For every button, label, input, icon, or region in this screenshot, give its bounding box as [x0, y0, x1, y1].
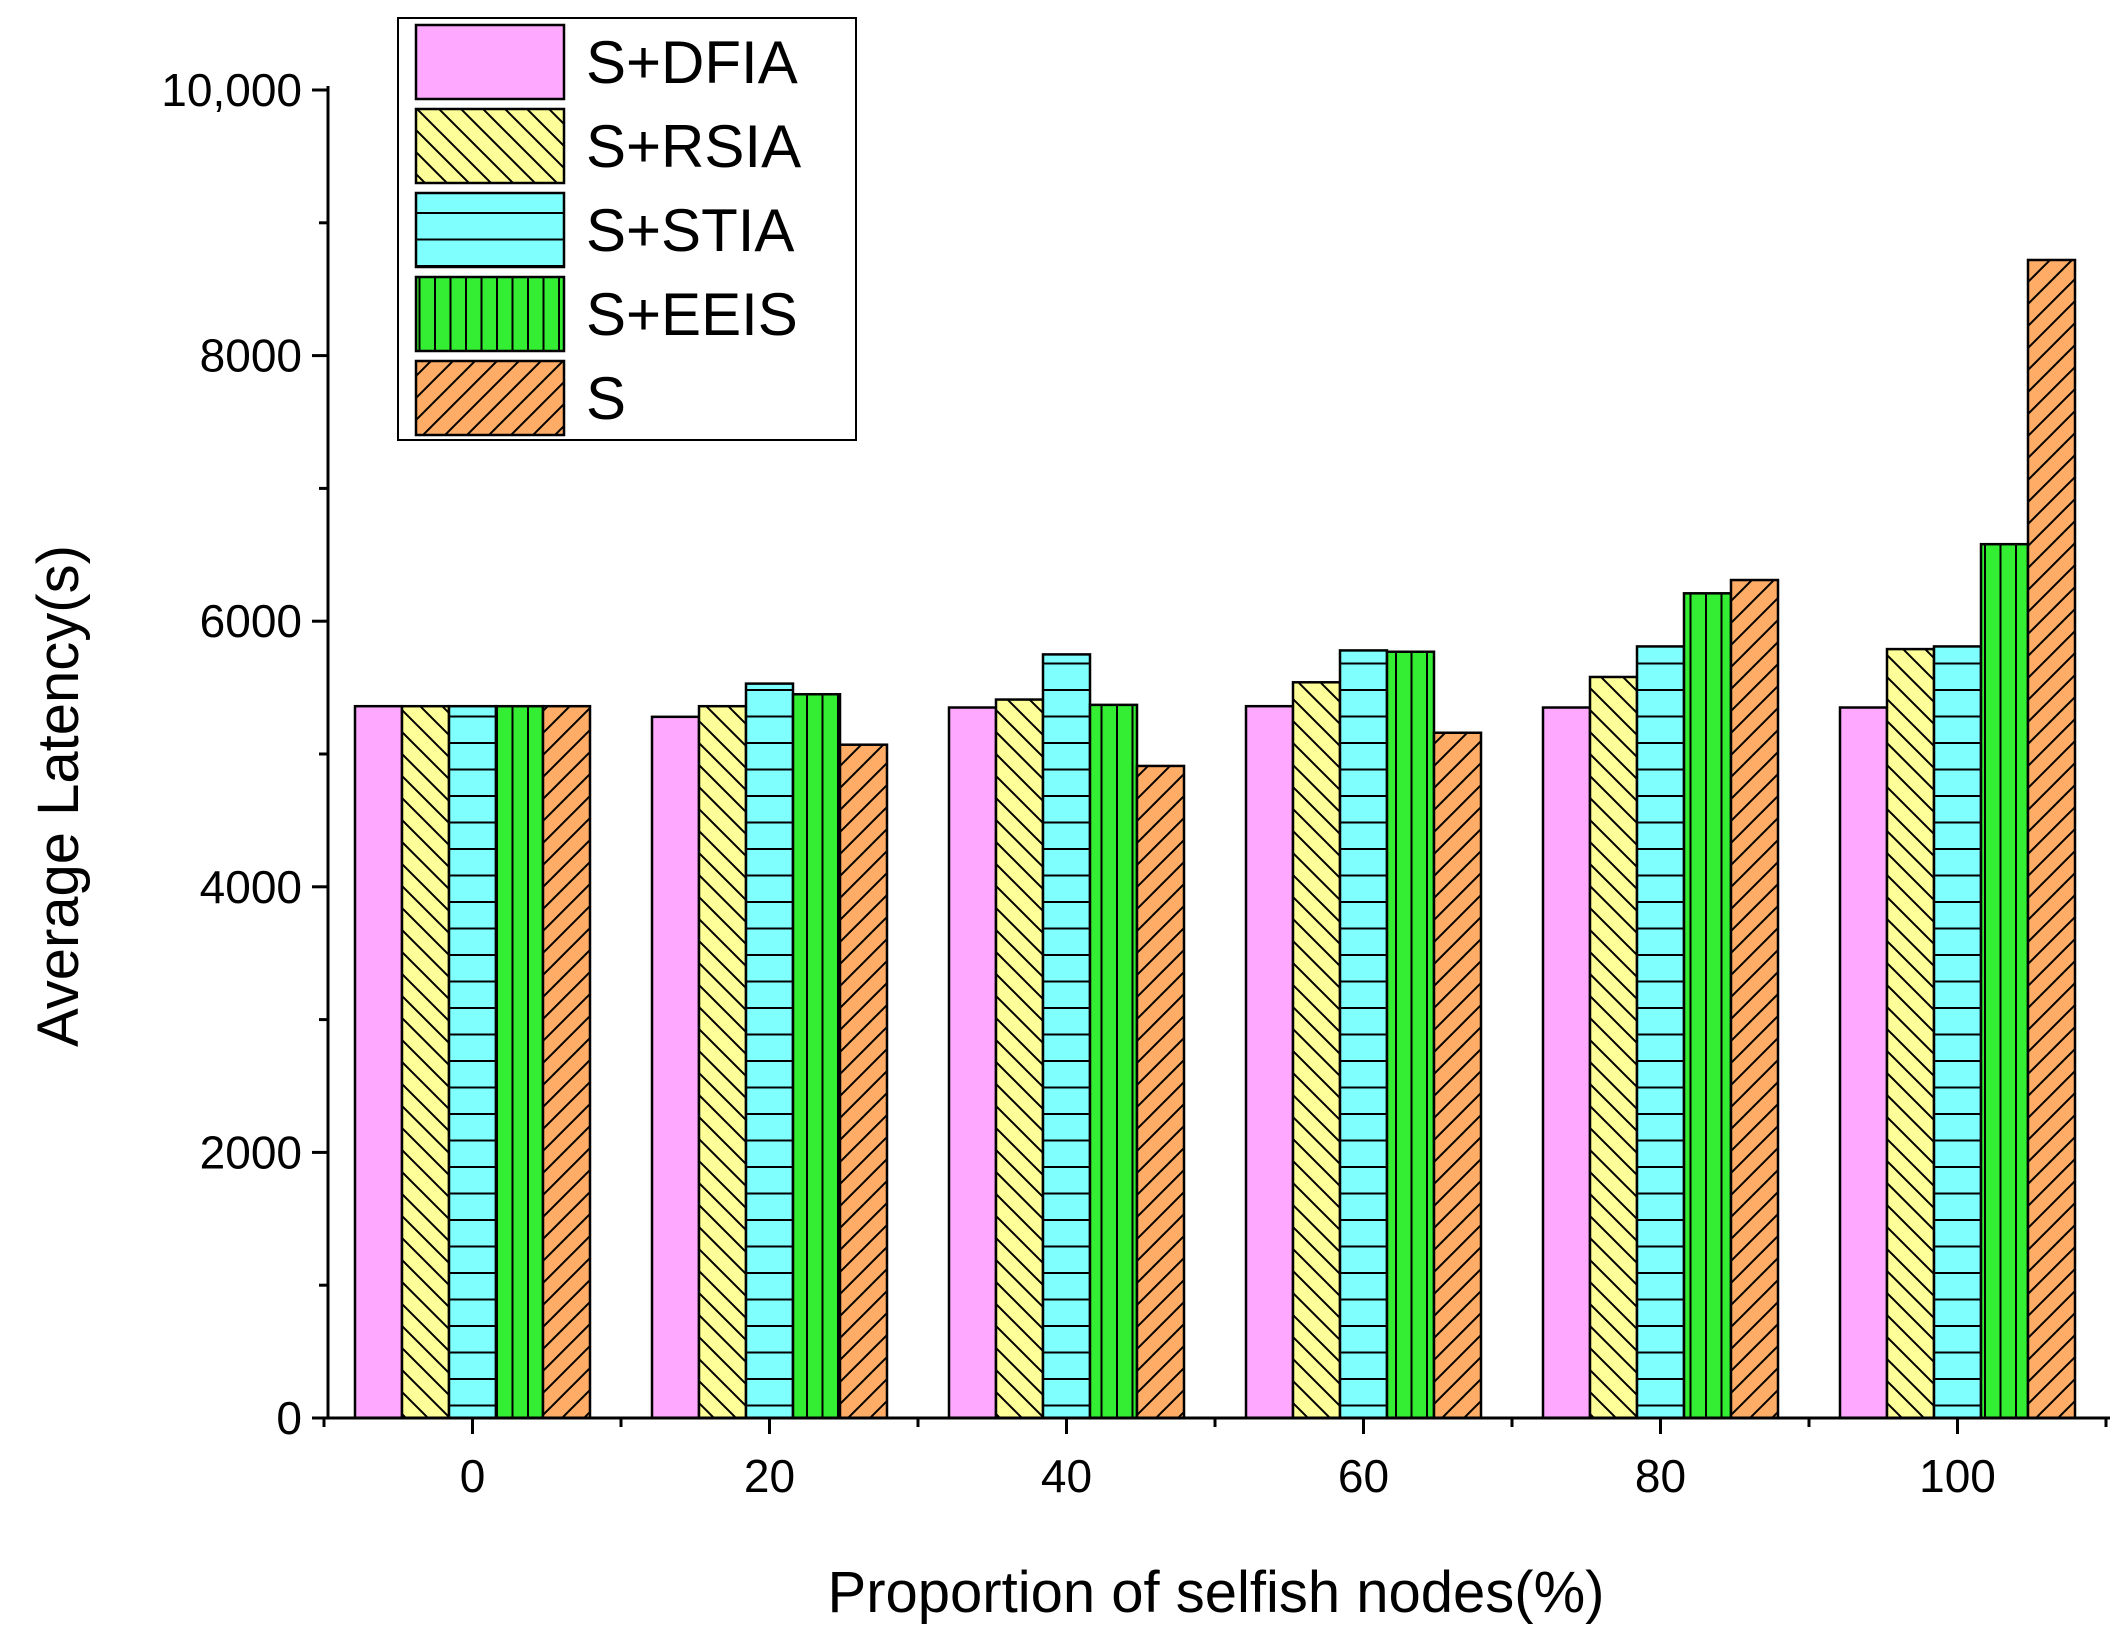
- legend-swatch-outline: [414, 275, 566, 353]
- bar-fill: [949, 707, 996, 1418]
- bar-hatch: [543, 706, 590, 1418]
- bar-hatch: [1981, 544, 2028, 1418]
- bar-hatch: [1887, 649, 1934, 1418]
- bar-fill: [1246, 706, 1293, 1418]
- bar-s-0: [541, 704, 592, 1420]
- legend-swatch-outline: [414, 359, 566, 437]
- bar-hatch: [2028, 259, 2075, 1418]
- bar-s-20: [838, 743, 889, 1420]
- bar-s-100: [2026, 258, 2077, 1420]
- y-tick-label: 10,000: [161, 64, 302, 116]
- bar-s-80: [1729, 578, 1780, 1420]
- bar-fill: [652, 716, 699, 1418]
- bar-s-stia-100: [1932, 645, 1983, 1420]
- y-tick-label: 6000: [200, 595, 302, 647]
- bar-s-60: [1432, 731, 1483, 1420]
- bar-hatch: [1340, 650, 1387, 1418]
- legend-swatch-outline: [414, 107, 566, 185]
- y-axis-title: Average Latency(s): [26, 545, 91, 1047]
- bar-s-dfia-100: [1838, 706, 1889, 1420]
- x-tick-label: 0: [460, 1450, 486, 1502]
- bar-s-eeis-100: [1979, 542, 2030, 1420]
- bar-s-stia-0: [447, 704, 498, 1420]
- legend-label: S+RSIA: [586, 113, 801, 180]
- bar-hatch: [840, 744, 887, 1418]
- bar-hatch: [1137, 765, 1184, 1418]
- bar-hatch: [746, 683, 793, 1418]
- legend-swatch-hatch: [416, 109, 564, 183]
- bar-s-dfia-0: [353, 704, 404, 1420]
- bar-s-dfia-60: [1244, 704, 1295, 1420]
- bar-s-rsia-40: [994, 698, 1045, 1420]
- bar-hatch: [996, 699, 1043, 1418]
- bar-s-eeis-20: [791, 692, 842, 1420]
- bar-fill: [1840, 707, 1887, 1418]
- bar-s-stia-40: [1041, 653, 1092, 1420]
- bar-s-dfia-40: [947, 706, 998, 1420]
- bar-s-eeis-0: [494, 704, 545, 1420]
- bar-fill: [1543, 707, 1590, 1418]
- bar-s-40: [1135, 764, 1186, 1420]
- legend-item-s: S: [414, 359, 626, 437]
- legend-swatch-outline: [414, 23, 566, 101]
- x-tick-label: 40: [1041, 1450, 1092, 1502]
- y-tick-label: 8000: [200, 330, 302, 382]
- legend: S+DFIA S+RSIA S+STIA S+EEIS S: [397, 17, 857, 441]
- legend-swatch-outline: [414, 191, 566, 269]
- legend-label: S+STIA: [586, 197, 794, 264]
- legend-swatch-hatch: [416, 193, 564, 267]
- legend-item-s-rsia: S+RSIA: [414, 107, 801, 185]
- bar-s-rsia-80: [1588, 675, 1639, 1420]
- bar-s-stia-60: [1338, 649, 1389, 1420]
- bar-hatch: [1387, 651, 1434, 1418]
- bar-s-eeis-80: [1682, 592, 1733, 1420]
- bar-fill: [355, 706, 402, 1418]
- bar-hatch: [793, 694, 840, 1418]
- bar-s-stia-20: [744, 682, 795, 1420]
- y-tick-label: 2000: [200, 1126, 302, 1178]
- bars-layer: [353, 258, 2077, 1420]
- bar-hatch: [496, 706, 543, 1418]
- bar-hatch: [1293, 682, 1340, 1418]
- bar-hatch: [1637, 646, 1684, 1418]
- bar-hatch: [1731, 580, 1778, 1418]
- bar-hatch: [699, 706, 746, 1418]
- bar-hatch: [1090, 704, 1137, 1418]
- legend-label: S+EEIS: [586, 281, 798, 348]
- bar-s-rsia-100: [1885, 647, 1936, 1420]
- legend-label: S+DFIA: [586, 29, 798, 96]
- x-tick-label: 60: [1338, 1450, 1389, 1502]
- legend-swatch-hatch: [416, 277, 564, 351]
- legend-swatch-fill: [416, 25, 564, 99]
- y-tick-label: 0: [276, 1392, 302, 1444]
- x-axis-title: Proportion of selfish nodes(%): [828, 1560, 1605, 1625]
- bar-s-stia-80: [1635, 645, 1686, 1420]
- bar-hatch: [1590, 676, 1637, 1418]
- legend-item-s-stia: S+STIA: [414, 191, 794, 269]
- bar-s-rsia-20: [697, 704, 748, 1420]
- axes-layer: 0 2000 4000 6000 8000 10,000 0 20 40 60 80 100: [161, 64, 2110, 1502]
- bar-hatch: [1934, 646, 1981, 1418]
- legend-item-s-eeis: S+EEIS: [414, 275, 798, 353]
- bar-s-eeis-60: [1385, 650, 1436, 1420]
- bar-hatch: [1043, 654, 1090, 1418]
- x-tick-label: 20: [744, 1450, 795, 1502]
- bar-s-dfia-80: [1541, 706, 1592, 1420]
- legend-item-s-dfia: S+DFIA: [414, 23, 798, 101]
- x-tick-label: 100: [1919, 1450, 1996, 1502]
- bar-hatch: [449, 706, 496, 1418]
- bar-hatch: [402, 706, 449, 1418]
- x-tick-label: 80: [1635, 1450, 1686, 1502]
- legend-label: S: [586, 365, 626, 432]
- bar-hatch: [1434, 732, 1481, 1418]
- bar-s-rsia-0: [400, 704, 451, 1420]
- legend-swatch-hatch: [416, 361, 564, 435]
- bar-s-rsia-60: [1291, 681, 1342, 1420]
- bar-s-eeis-40: [1088, 703, 1139, 1420]
- bar-hatch: [1684, 593, 1731, 1418]
- y-tick-label: 4000: [200, 861, 302, 913]
- bar-s-dfia-20: [650, 715, 701, 1420]
